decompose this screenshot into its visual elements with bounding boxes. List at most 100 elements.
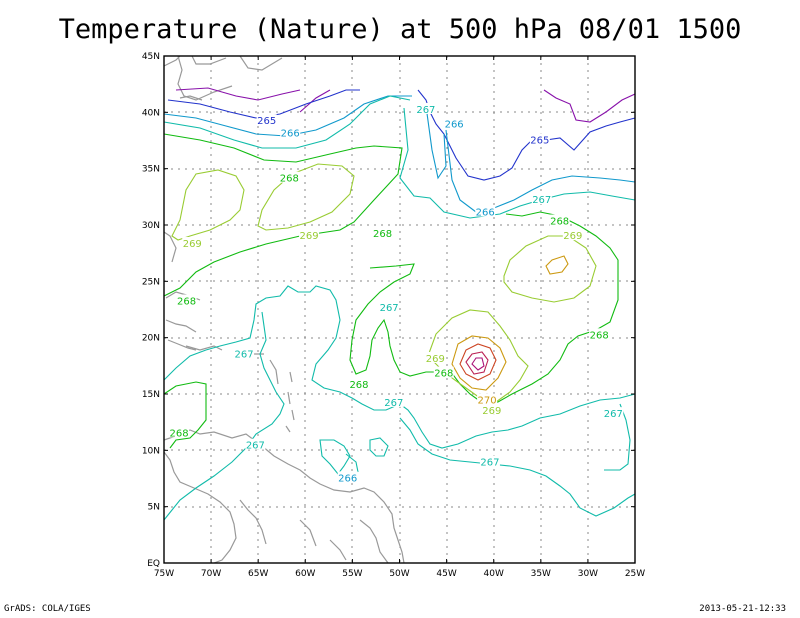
lat-label: EQ xyxy=(147,559,160,569)
contour-label: 268 xyxy=(590,330,609,341)
contour-label-bg xyxy=(444,117,465,129)
contour-label-bg xyxy=(433,366,454,378)
contour-266-b xyxy=(425,105,636,213)
contour-266 xyxy=(163,95,412,137)
contour-label-bg xyxy=(379,301,400,313)
grid-lines xyxy=(164,56,635,563)
contour-265-b xyxy=(417,89,636,181)
contour-label-bg xyxy=(280,126,301,138)
contour-label: 268 xyxy=(349,380,368,391)
lat-label: 30N xyxy=(142,221,160,231)
contour-label-bg xyxy=(562,229,583,241)
contour-label: 269 xyxy=(563,231,582,242)
contour-264-c xyxy=(543,89,636,123)
contour-label-bg xyxy=(549,214,570,226)
contour-label-bg xyxy=(589,328,610,340)
contour-268 xyxy=(163,133,403,297)
contour-label-bg xyxy=(169,426,190,438)
axis-ticks xyxy=(163,55,636,564)
contour-label-bg xyxy=(415,102,436,114)
lon-label: 35W xyxy=(531,569,551,579)
contour-label: 265 xyxy=(530,135,549,146)
footer-timestamp: 2013-05-21-12:33 xyxy=(699,604,786,614)
contour-273 xyxy=(471,357,485,371)
contour-267-d xyxy=(163,311,389,521)
contour-269-b xyxy=(257,163,355,231)
contour-label: 267 xyxy=(532,195,551,206)
lon-label: 70W xyxy=(201,569,221,579)
contour-270-b xyxy=(451,335,507,391)
contour-label-bg xyxy=(279,171,300,183)
contour-label: 269 xyxy=(482,406,501,417)
longitude-labels: 75W 70W 65W 60W 55W 50W 45W 40W 35W 30W 25W xyxy=(154,569,645,579)
contour-label: 267 xyxy=(246,441,265,452)
latitude-labels: 45N 40N 35N 30N 25N 20N 15N 10N 5N EQ xyxy=(142,52,160,569)
lon-label: 30W xyxy=(578,569,598,579)
contour-label: 269 xyxy=(183,239,202,250)
contour-label: 269 xyxy=(300,231,319,242)
contour-label-bg xyxy=(531,193,552,205)
contour-label: 266 xyxy=(445,120,464,131)
contour-label-bg xyxy=(176,294,197,306)
lon-label: 65W xyxy=(248,569,268,579)
contour-label: 269 xyxy=(426,354,445,365)
contour-label-bg xyxy=(477,393,498,405)
contour-label: 270 xyxy=(478,396,497,407)
lon-label: 40W xyxy=(484,569,504,579)
contour-label-bg xyxy=(348,377,369,389)
contour-label: 267 xyxy=(416,105,435,116)
contour-label-bg xyxy=(603,407,624,419)
contour-label: 267 xyxy=(235,349,254,360)
lon-label: 75W xyxy=(154,569,174,579)
contour-267 xyxy=(163,95,411,149)
footer-credit: GrADS: COLA/IGES xyxy=(4,604,91,614)
contour-label: 268 xyxy=(434,369,453,380)
contour-label: 268 xyxy=(177,296,196,307)
contour-label-bg xyxy=(529,133,550,145)
chart-title: Temperature (Nature) at 500 hPa 08/01 15… xyxy=(58,14,742,45)
contour-264 xyxy=(175,87,301,101)
lat-label: 25N xyxy=(142,277,160,287)
contour-272 xyxy=(465,351,489,375)
contour-label-bg xyxy=(299,229,320,241)
contour-label-bg xyxy=(479,455,500,467)
contour-label-bg xyxy=(425,351,446,363)
lat-label: 20N xyxy=(142,334,160,344)
contour-label: 267 xyxy=(480,458,499,469)
contour-label: 268 xyxy=(373,229,392,240)
lat-label: 15N xyxy=(142,390,160,400)
contour-265 xyxy=(167,89,360,119)
contour-label-bg xyxy=(372,226,393,238)
lat-label: 40N xyxy=(142,108,160,118)
lon-label: 45W xyxy=(436,569,456,579)
lat-label: 45N xyxy=(142,52,160,62)
contour-270-a xyxy=(545,255,569,275)
contour-label-bg xyxy=(383,395,404,407)
contour-label-bg xyxy=(481,403,502,415)
contour-label: 266 xyxy=(476,207,495,218)
contour-label-bg xyxy=(475,205,496,217)
contour-267-e xyxy=(399,403,636,517)
contour-269-c xyxy=(503,235,597,303)
contour-269-a xyxy=(171,169,245,241)
contour-label-bg xyxy=(245,438,266,450)
lon-label: 55W xyxy=(342,569,362,579)
contour-label-bg xyxy=(182,237,203,249)
contour-label: 265 xyxy=(257,116,276,127)
contour-label: 266 xyxy=(338,473,357,484)
contour-label: 268 xyxy=(170,428,189,439)
contour-264-b xyxy=(299,89,331,113)
contour-label: 267 xyxy=(604,409,623,420)
contour-271 xyxy=(459,343,497,381)
contour-269-d xyxy=(427,309,529,403)
lat-label: 5N xyxy=(148,503,160,513)
contour-268-c xyxy=(163,381,207,449)
contour-label-bg xyxy=(234,347,255,359)
contour-label: 268 xyxy=(280,174,299,185)
contour-267-c xyxy=(163,285,636,449)
lat-label: 10N xyxy=(142,446,160,456)
contour-label: 266 xyxy=(281,129,300,140)
contour-label-bg xyxy=(337,471,358,483)
